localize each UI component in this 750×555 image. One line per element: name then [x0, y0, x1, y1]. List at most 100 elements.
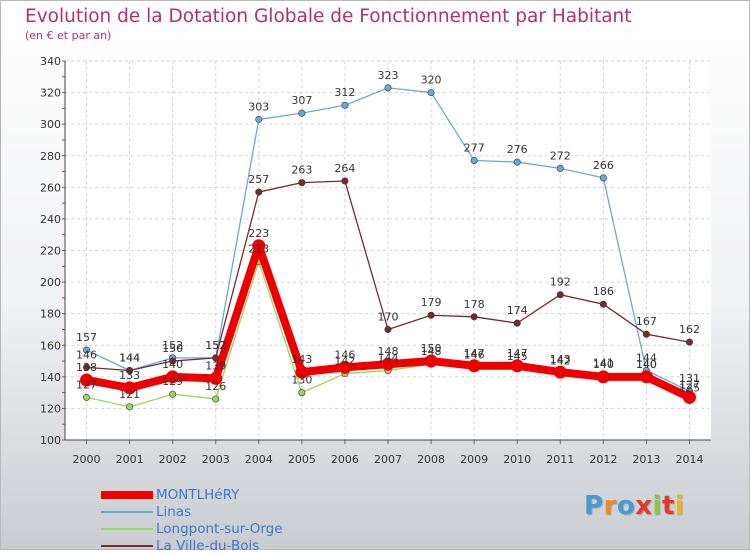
data-point-1 [556, 164, 564, 172]
data-point-3 [427, 311, 435, 319]
x-tick-label: 2003 [202, 453, 230, 466]
logo-letter: i [674, 491, 685, 521]
data-label-3: 174 [507, 304, 528, 317]
data-point-1 [341, 101, 349, 109]
chart-subtitle: (en € et par an) [25, 29, 112, 42]
x-tick-label: 2007 [374, 453, 402, 466]
data-point-0 [510, 359, 524, 373]
data-label-3: 186 [593, 285, 614, 298]
data-point-3 [513, 319, 521, 327]
x-tick-label: 2012 [589, 453, 617, 466]
data-point-1 [427, 89, 435, 97]
data-point-3 [255, 188, 263, 196]
data-point-3 [298, 179, 306, 187]
legend-label-longpont: Longpont-sur-Orge [156, 521, 283, 537]
data-point-2 [169, 390, 177, 398]
data-point-2 [83, 393, 91, 401]
logo-letter: r [603, 491, 617, 521]
logo-letter: i [652, 491, 662, 521]
data-label-2: 141 [593, 356, 614, 369]
y-tick-label: 120 [40, 402, 61, 415]
data-label-0: 127 [679, 378, 700, 391]
y-tick-label: 240 [40, 213, 61, 226]
logo-letter: o [616, 491, 636, 521]
data-label-3: 179 [421, 296, 442, 309]
data-point-1 [470, 156, 478, 164]
data-label-0: 133 [119, 369, 140, 382]
x-tick-label: 2004 [245, 453, 273, 466]
logo-letter: t [661, 491, 675, 521]
data-point-3 [83, 363, 91, 371]
data-label-3: 263 [291, 164, 312, 177]
x-tick-label: 2008 [417, 453, 445, 466]
data-label-2: 140 [636, 358, 657, 371]
data-label-2: 121 [119, 388, 140, 401]
data-label-3: 144 [119, 352, 140, 365]
proxiti-logo: Proxiti [584, 491, 684, 521]
data-point-3 [384, 325, 392, 333]
data-label-1: 320 [421, 74, 442, 87]
legend-label-montlhery: MONTLHéRY [156, 487, 240, 503]
y-tick-label: 200 [40, 276, 61, 289]
data-label-3: 146 [76, 348, 97, 361]
data-point-3 [169, 357, 177, 365]
x-tick-label: 2014 [675, 453, 703, 466]
x-tick-label: 2002 [159, 453, 187, 466]
data-label-1: 277 [464, 141, 485, 154]
data-label-2: 130 [291, 374, 312, 387]
logo-letter: P [584, 491, 604, 521]
x-tick-label: 2010 [503, 453, 531, 466]
data-label-0: 148 [378, 345, 399, 358]
data-label-0: 150 [421, 342, 442, 355]
data-point-0 [639, 370, 653, 384]
data-label-3: 152 [205, 339, 226, 352]
data-label-0: 146 [334, 348, 355, 361]
data-label-0: 143 [291, 353, 312, 366]
legend-swatch-linas [101, 511, 153, 513]
data-label-0: 223 [248, 227, 269, 240]
y-tick-label: 320 [40, 87, 61, 100]
data-label-1: 131 [679, 372, 700, 385]
logo-letter: x [635, 491, 653, 521]
data-point-2 [298, 389, 306, 397]
data-point-1 [255, 115, 263, 123]
data-label-2: 129 [162, 375, 183, 388]
data-point-1 [298, 109, 306, 117]
data-point-0 [166, 370, 180, 384]
data-label-3: 257 [248, 173, 269, 186]
data-label-2: 213 [248, 243, 269, 256]
x-tick-label: 2011 [546, 453, 574, 466]
y-tick-label: 100 [40, 434, 61, 447]
y-tick-label: 340 [40, 55, 61, 68]
legend-label-linas: Linas [156, 504, 192, 520]
data-point-3 [685, 338, 693, 346]
data-point-1 [513, 158, 521, 166]
chart-title: Evolution de la Dotation Globale de Fonc… [25, 6, 632, 27]
data-label-1: 312 [334, 86, 355, 99]
data-label-1: 144 [636, 352, 657, 365]
data-label-2: 144 [378, 352, 399, 365]
data-point-3 [599, 300, 607, 308]
data-point-3 [126, 367, 134, 375]
data-point-3 [642, 330, 650, 338]
data-point-0 [381, 357, 395, 371]
data-label-1: 303 [248, 100, 269, 113]
data-label-3: 150 [162, 342, 183, 355]
y-tick-label: 220 [40, 245, 61, 258]
data-point-3 [341, 177, 349, 185]
x-tick-label: 2001 [116, 453, 144, 466]
y-tick-label: 140 [40, 371, 61, 384]
data-point-1 [384, 84, 392, 92]
legend-swatch-ville-du-bois [101, 545, 153, 547]
data-point-0 [682, 390, 696, 404]
data-label-1: 152 [162, 339, 183, 352]
data-label-1: 144 [119, 352, 140, 365]
data-point-0 [123, 381, 137, 395]
data-label-1: 272 [550, 149, 571, 162]
data-label-0: 147 [464, 347, 485, 360]
data-point-0 [424, 354, 438, 368]
data-label-2: 148 [421, 345, 442, 358]
data-label-0: 143 [550, 353, 571, 366]
data-label-1: 266 [593, 159, 614, 172]
